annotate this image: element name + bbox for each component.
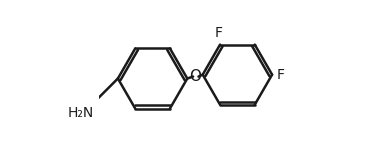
- Text: H₂N: H₂N: [67, 106, 94, 120]
- Text: O: O: [189, 69, 201, 84]
- Text: F: F: [214, 26, 222, 40]
- Text: F: F: [277, 68, 285, 82]
